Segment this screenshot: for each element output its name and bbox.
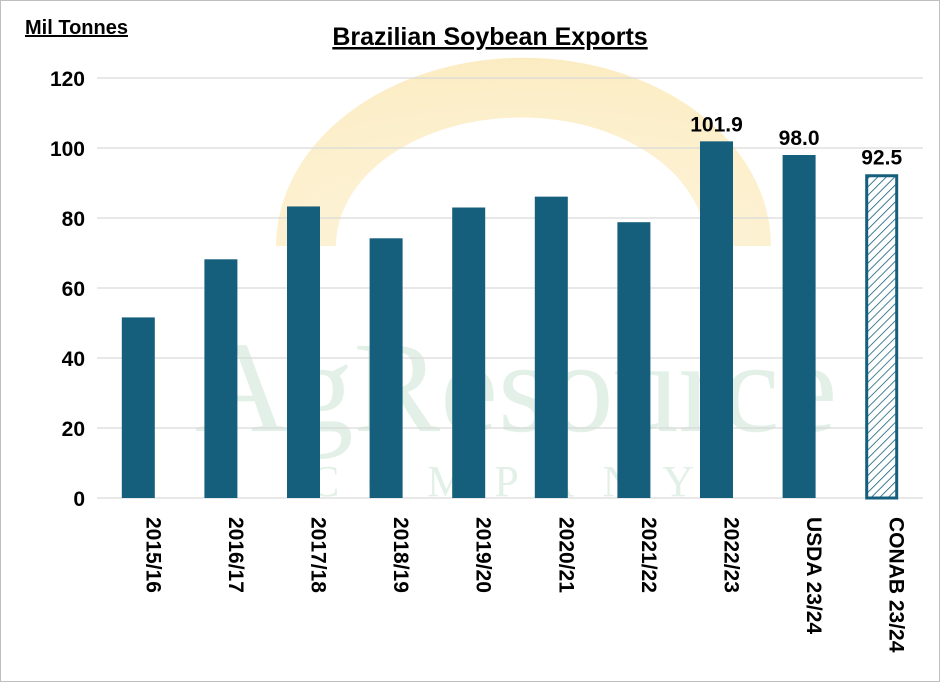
x-tick-label: 2022/23: [720, 517, 743, 593]
bar: [287, 206, 320, 498]
bar: [204, 259, 238, 498]
x-axis-ticks: 2015/16 2016/17 2017/18 2018/19 2019/20 2020/…: [141, 517, 907, 653]
x-tick-label: USDA 23/24: [802, 517, 825, 634]
x-tick-label: CONAB 23/24: [885, 517, 908, 653]
y-axis-unit-label: Mil Tonnes: [25, 17, 128, 39]
data-label: 92.5: [861, 146, 902, 169]
y-tick-label: 0: [73, 488, 85, 511]
bar: [700, 141, 733, 498]
bar: [534, 196, 568, 498]
y-tick-label: 60: [62, 278, 85, 301]
data-labels: 101.9 98.0 92.5: [690, 113, 902, 169]
y-axis-ticks: 0 20 40 60 80 100 120: [50, 68, 85, 511]
data-label: 98.0: [779, 127, 820, 150]
bar: [121, 317, 155, 498]
y-tick-label: 80: [62, 208, 85, 231]
watermark-sun-arc: [276, 57, 771, 246]
bar: [369, 238, 403, 499]
x-tick-label: 2015/16: [141, 517, 164, 593]
bar: [782, 155, 816, 498]
y-tick-label: 20: [62, 418, 85, 441]
y-tick-label: 100: [50, 138, 85, 161]
x-tick-label: 2019/20: [472, 517, 495, 593]
y-tick-label: 120: [50, 68, 85, 91]
chart-title: Brazilian Soybean Exports: [332, 23, 647, 51]
bar: [617, 222, 651, 498]
bar: [865, 174, 899, 500]
x-tick-label: 2016/17: [224, 517, 247, 593]
y-tick-label: 40: [62, 348, 85, 371]
x-tick-label: 2020/21: [554, 517, 577, 593]
x-tick-label: 2021/22: [637, 517, 660, 593]
bars: [121, 141, 899, 500]
bar: [452, 207, 486, 498]
data-label: 101.9: [690, 113, 743, 136]
x-tick-label: 2018/19: [389, 517, 412, 593]
x-tick-label: 2017/18: [307, 517, 330, 593]
